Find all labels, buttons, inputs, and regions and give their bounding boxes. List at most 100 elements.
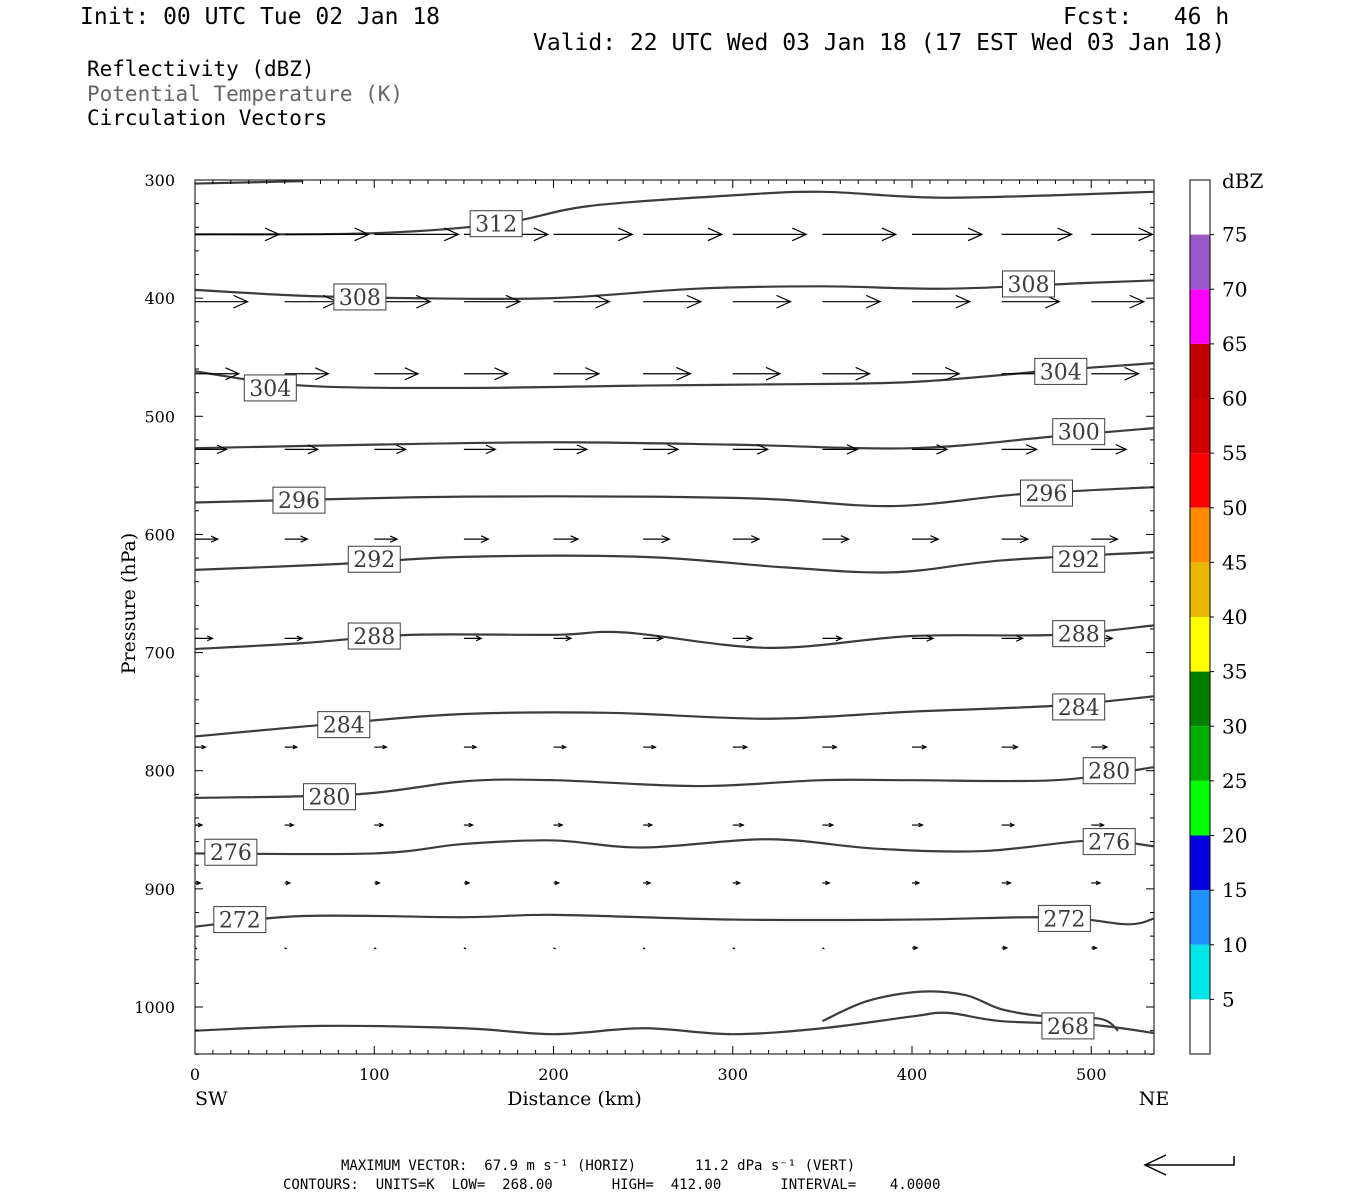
colorbar-label: 15 <box>1222 878 1247 902</box>
wind-vector <box>195 227 281 242</box>
colorbar-segment <box>1190 726 1210 781</box>
wind-vector <box>1001 294 1061 309</box>
contour-label: 276 <box>1082 828 1136 856</box>
x-end-label-left: SW <box>195 1088 228 1110</box>
wind-vector <box>912 822 924 828</box>
colorbar-label: 5 <box>1222 987 1235 1011</box>
wind-vector-head <box>676 366 692 381</box>
x-tick-label: 300 <box>717 1065 748 1084</box>
wind-vector-shaft <box>553 947 556 950</box>
y-tick-label: 800 <box>144 762 175 781</box>
plot-frame <box>194 179 1155 1055</box>
wind-vector <box>912 744 928 750</box>
colorbar-label: 60 <box>1222 387 1247 411</box>
wind-vector-head <box>382 744 388 750</box>
wind-vector-head <box>667 444 680 455</box>
wind-vector-head <box>468 822 475 828</box>
contour-label: 304 <box>243 374 297 402</box>
contour-label-box <box>302 783 356 811</box>
wind-vector <box>374 535 399 543</box>
contour-label: 276 <box>204 838 258 866</box>
wind-vector <box>1091 945 1098 951</box>
wind-vector <box>284 444 320 455</box>
wind-vector-head <box>647 822 654 828</box>
wind-vector <box>373 947 377 950</box>
contour-label-value: 284 <box>323 714 365 739</box>
wind-vector-head <box>1095 880 1102 886</box>
y-tick-label: 300 <box>144 171 175 190</box>
wind-vector-head <box>750 535 761 544</box>
wind-vector-head <box>197 822 204 828</box>
wind-vector-shaft <box>642 947 646 950</box>
wind-vector-head <box>595 294 611 309</box>
theta-contour-line <box>194 551 1155 574</box>
wind-vector-head <box>776 294 792 309</box>
wind-vector-shaft <box>822 947 825 950</box>
wind-vector-head <box>742 744 749 750</box>
wind-vector-head <box>930 535 940 544</box>
colorbar-segment <box>1190 289 1210 344</box>
wind-vector <box>1001 880 1012 886</box>
contour-label-box <box>469 210 523 238</box>
colorbar-title: dBZ <box>1222 169 1264 193</box>
wind-vector <box>374 822 385 828</box>
wind-vector <box>912 294 972 309</box>
wind-vector-head <box>565 635 573 642</box>
theta-contour-line <box>194 624 1155 651</box>
colorbar-label: 25 <box>1222 769 1247 793</box>
wind-vector <box>1091 294 1146 309</box>
plot-border <box>194 179 1155 1055</box>
colorbar-label: 30 <box>1222 714 1247 738</box>
wind-vector <box>822 744 838 750</box>
forecast-hour: Fcst: 46 h <box>1063 4 1230 30</box>
contour-label: 296 <box>272 486 326 514</box>
wind-vector-head <box>307 444 320 455</box>
theta-contour-line <box>194 913 1155 928</box>
colorbar-segment <box>1190 890 1210 945</box>
wind-vector-head <box>825 880 831 886</box>
colorbar: dBZ 75 70 65 60 55 50 45 40 35 30 25 20 15 10 5 <box>1189 169 1264 1055</box>
wind-vector <box>643 880 652 886</box>
wind-vector-head <box>840 535 851 544</box>
wind-vector <box>463 444 497 455</box>
legend-reflectivity: Reflectivity (dBZ) <box>87 57 315 81</box>
contour-label-value: 276 <box>210 841 252 866</box>
wind-vector <box>1001 822 1016 828</box>
wind-vector <box>1001 635 1025 642</box>
contour-label-value: 304 <box>1040 360 1082 385</box>
contour-label-box <box>333 283 387 311</box>
wind-vector <box>1001 227 1074 242</box>
wind-vector <box>1091 444 1128 455</box>
contour-label-value: 280 <box>1088 760 1130 785</box>
wind-vector <box>732 535 761 544</box>
wind-vector <box>643 294 703 309</box>
wind-vector-head <box>835 635 844 642</box>
wind-vector-head <box>289 822 295 828</box>
wind-vector <box>553 367 601 381</box>
wind-vector <box>284 947 287 950</box>
theta-contour-line <box>194 362 1155 390</box>
wind-vector <box>463 294 522 309</box>
colorbar-segment <box>1190 453 1210 508</box>
contour-label-value: 308 <box>1008 273 1050 298</box>
wind-vector <box>553 294 611 309</box>
contour-label-value: 284 <box>1058 696 1100 721</box>
wind-vector-head <box>618 227 634 242</box>
y-tick-label: 400 <box>144 289 175 308</box>
reference-vector <box>1143 1154 1235 1176</box>
wind-vector <box>732 880 742 886</box>
wind-vector-head <box>1129 294 1146 309</box>
contour-label: 304 <box>1034 357 1088 385</box>
wind-vector-head <box>485 444 497 455</box>
wind-vector-head <box>914 880 921 886</box>
circulation-vectors <box>194 227 1154 951</box>
contour-label-value: 308 <box>339 286 381 311</box>
contour-label-box <box>213 906 267 934</box>
wind-vector-head <box>765 366 782 381</box>
contour-label-box <box>1019 479 1073 507</box>
wind-vector-head <box>926 635 935 642</box>
wind-vector <box>732 444 770 455</box>
wind-vector-head <box>656 635 664 642</box>
contour-label-box <box>347 545 401 573</box>
wind-vector <box>822 880 831 886</box>
